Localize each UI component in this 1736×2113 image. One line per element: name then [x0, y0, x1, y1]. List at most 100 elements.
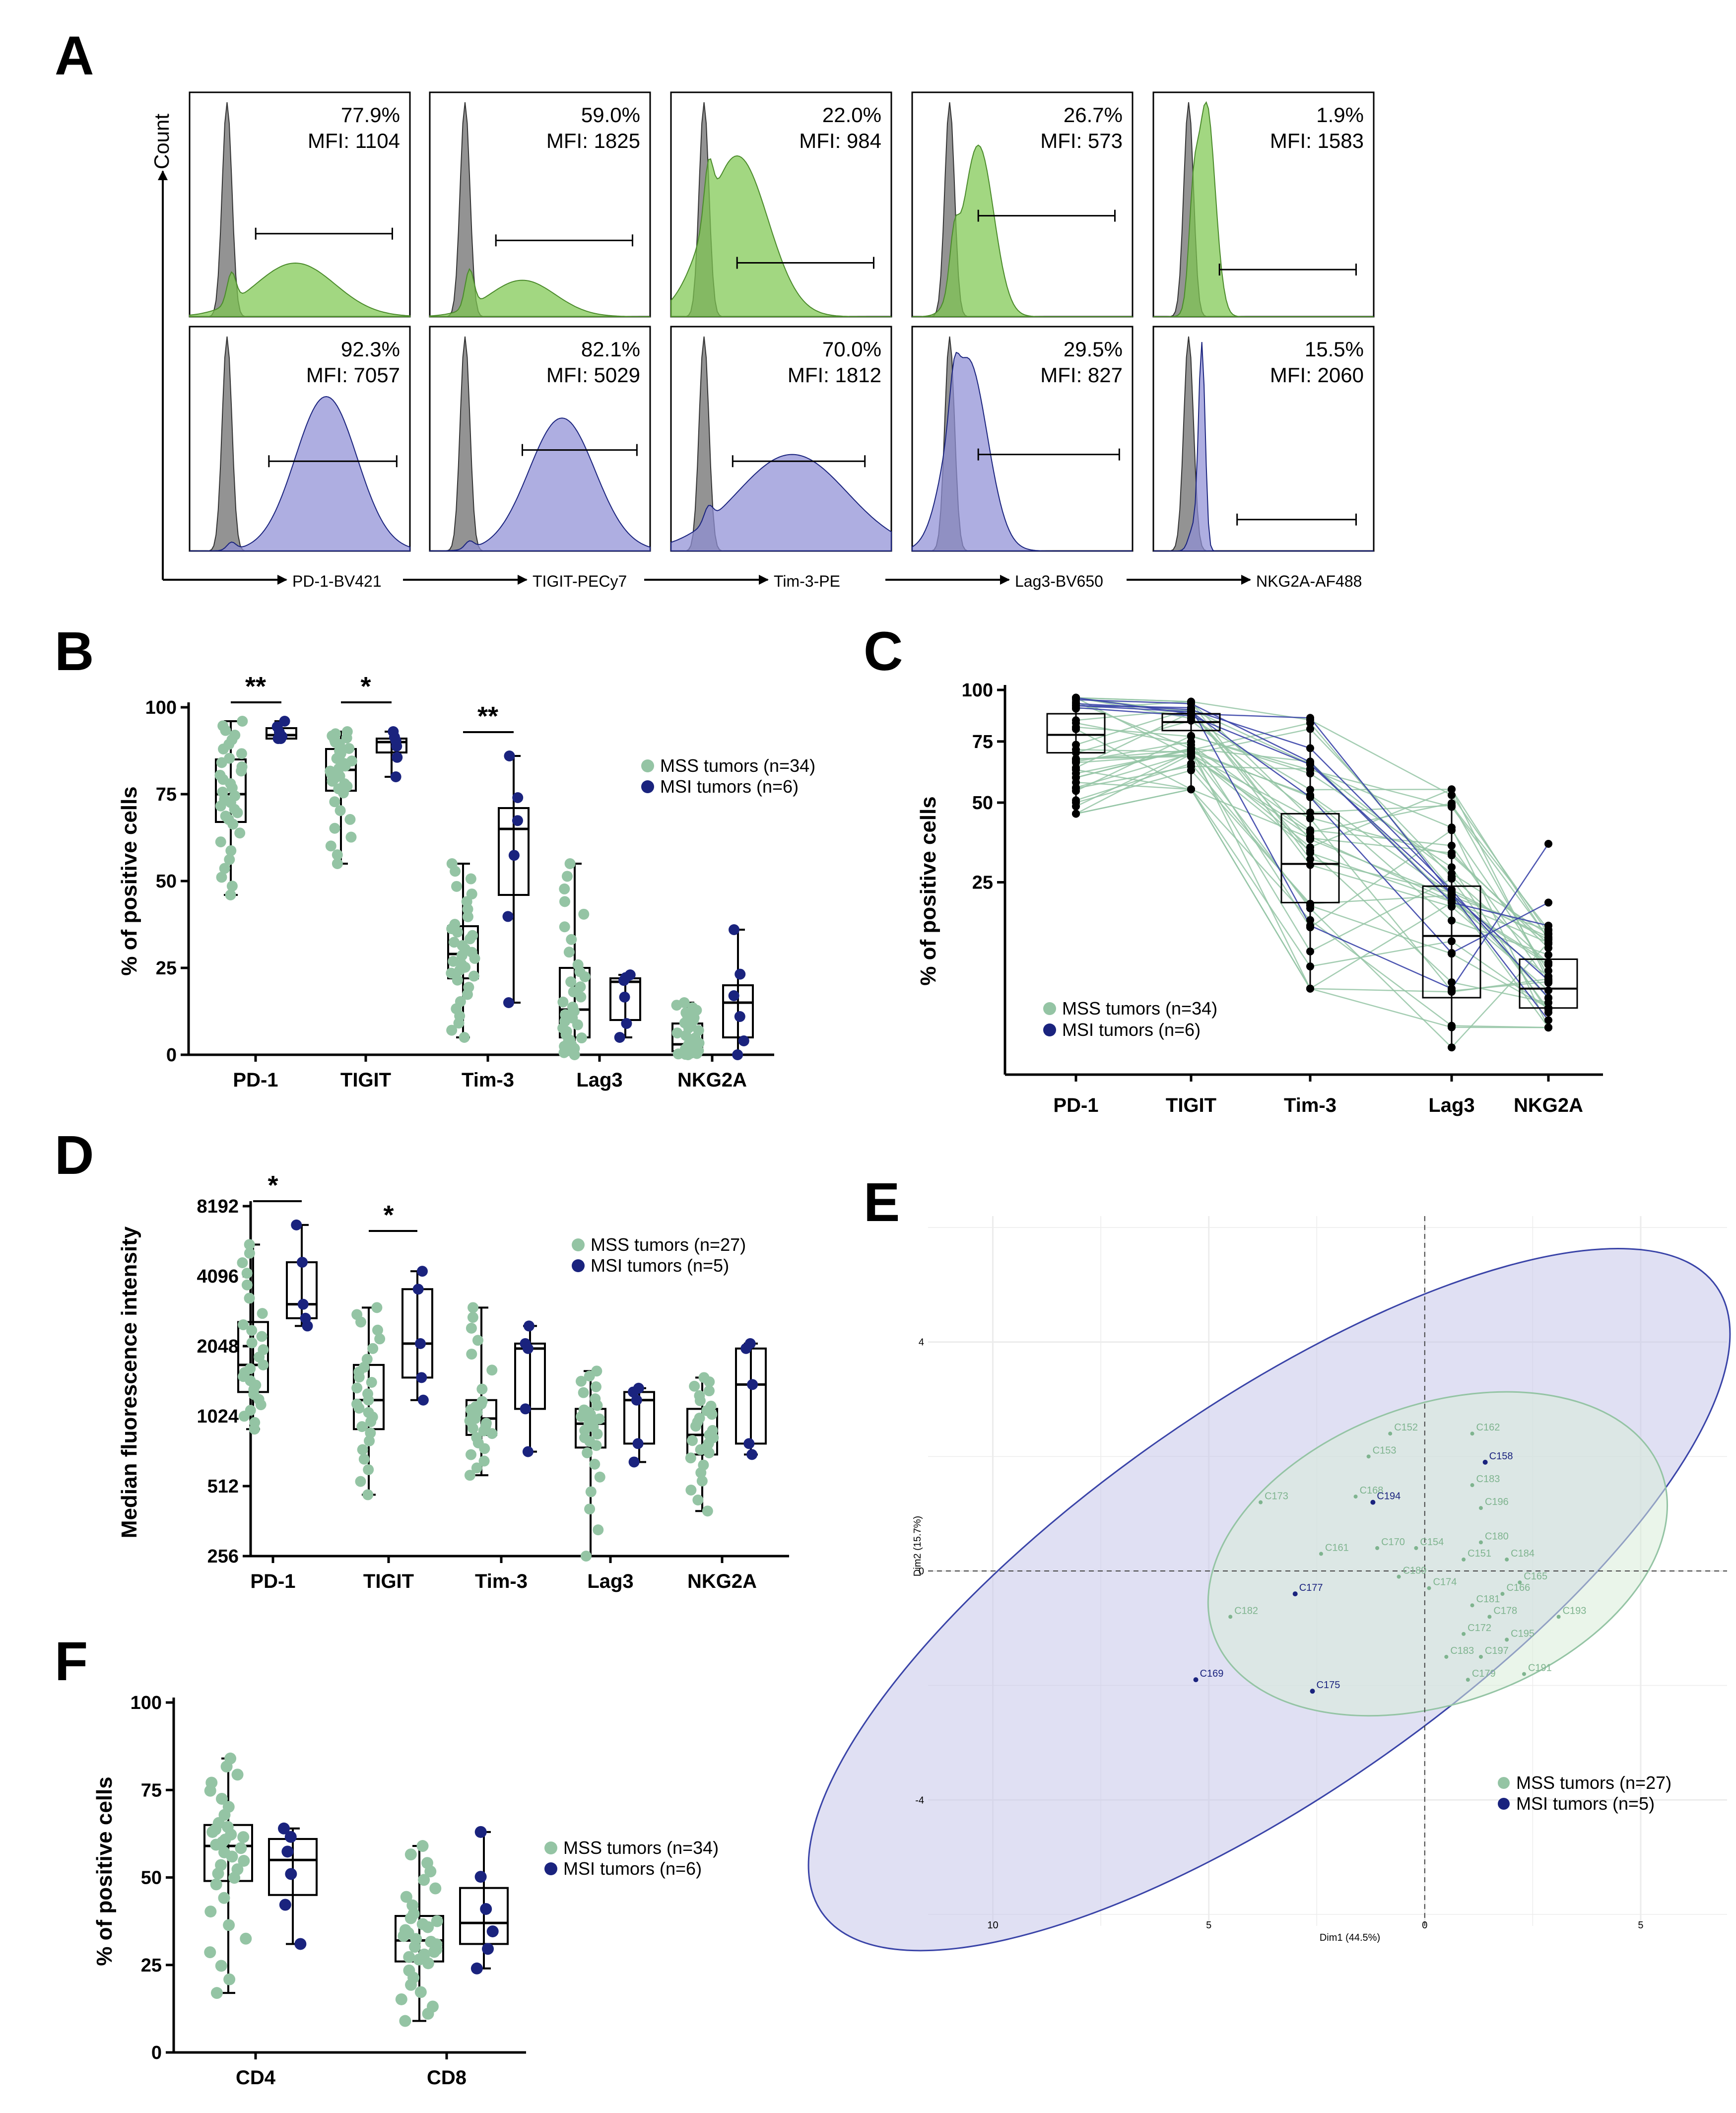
data-point	[1306, 921, 1314, 930]
mss-sample-point	[1478, 1654, 1483, 1659]
mss-point	[240, 1932, 252, 1945]
data-point	[1448, 801, 1456, 810]
msi-point	[512, 815, 523, 826]
percent-positive: 29.5%	[1064, 338, 1123, 361]
mss-point	[346, 755, 357, 767]
data-point	[1448, 898, 1456, 907]
mss-point	[703, 1385, 715, 1397]
mss-point	[241, 1268, 253, 1279]
mss-sample-label: C153	[1373, 1445, 1397, 1456]
mss-point	[416, 1840, 429, 1852]
y-tick-label: 50	[972, 793, 993, 814]
mss-sample-point	[1505, 1637, 1509, 1642]
panel-d-y-label: Median fluorescence intensity	[117, 1226, 141, 1538]
msi-stain-histogram	[190, 396, 410, 551]
mss-sample-label: C184	[1511, 1548, 1535, 1559]
mss-point	[218, 1892, 230, 1904]
msi-stain-histogram	[670, 454, 892, 551]
mfi-value: MFI: 984	[799, 129, 881, 152]
y-tick-label: 75	[141, 1780, 162, 1801]
data-point	[1448, 791, 1456, 799]
mss-sample-point	[1522, 1672, 1526, 1676]
data-point	[1544, 976, 1552, 985]
mss-point	[351, 1382, 363, 1394]
category-label: Lag3	[587, 1570, 633, 1592]
msi-point	[297, 1298, 309, 1310]
mss-point	[465, 873, 476, 885]
mss-sample-point	[1466, 1678, 1470, 1682]
mss-point	[698, 1372, 710, 1383]
msi-point	[732, 1049, 743, 1060]
marker-label: TIGIT-PECy7	[533, 572, 627, 590]
mss-point	[249, 1417, 261, 1428]
msi-point	[508, 850, 520, 861]
mss-point	[575, 981, 586, 993]
msi-sample-point	[1370, 1500, 1376, 1505]
y-tick-label: 512	[207, 1476, 239, 1497]
data-point	[1544, 966, 1552, 975]
data-point	[1544, 994, 1552, 1002]
category-label: NKG2A	[1514, 1094, 1583, 1116]
data-point	[1544, 958, 1552, 967]
mss-point	[204, 1906, 217, 1918]
mss-point	[685, 1484, 697, 1496]
marker-label: PD-1-BV421	[292, 572, 382, 590]
data-point	[1072, 773, 1080, 782]
data-point	[1306, 793, 1314, 802]
mss-sample-label: C170	[1381, 1537, 1405, 1548]
mss-point	[449, 919, 461, 930]
msi-point	[502, 911, 514, 922]
category-label: Lag3	[576, 1069, 622, 1091]
msi-stain-histogram	[1153, 342, 1374, 551]
data-point	[1306, 760, 1314, 769]
mss-sample-label: C165	[1524, 1571, 1547, 1582]
percent-positive: 1.9%	[1316, 103, 1364, 127]
mss-point	[220, 811, 231, 822]
mss-point	[575, 1375, 587, 1387]
msi-point	[614, 1032, 625, 1043]
msi-sample-label: C158	[1489, 1451, 1513, 1462]
histogram-mss-5: 1.9%MFI: 1583	[1152, 91, 1375, 318]
mss-sample-label: C173	[1265, 1491, 1288, 1502]
panel-e-legend: MSS tumors (n=27) MSI tumors (n=5)	[1498, 1772, 1671, 1814]
mss-box	[447, 925, 479, 979]
mss-point	[235, 1842, 247, 1854]
mss-point	[236, 761, 248, 772]
mss-point	[563, 947, 575, 958]
msi-point	[284, 1831, 297, 1843]
msi-point	[743, 1438, 755, 1449]
data-point	[1448, 916, 1456, 925]
mss-point	[566, 934, 577, 945]
mss-point	[480, 1418, 492, 1429]
mfi-value: MFI: 1104	[308, 129, 400, 152]
mss-point	[224, 752, 235, 764]
mfi-value: MFI: 1812	[788, 363, 881, 387]
msi-point	[746, 1449, 758, 1460]
mss-point	[219, 863, 230, 874]
panel-e-x-label: Dim1 (44.5%)	[1320, 1932, 1380, 1943]
mss-point	[467, 930, 478, 941]
data-point	[1072, 719, 1080, 727]
data-point	[1306, 725, 1314, 733]
mss-point	[238, 1319, 249, 1330]
msi-box	[498, 807, 530, 896]
mss-point	[559, 921, 570, 933]
msi-point	[744, 1338, 756, 1349]
mss-point	[565, 976, 577, 987]
mss-point	[231, 1863, 244, 1876]
mss-sample-point	[1518, 1580, 1522, 1585]
mss-point	[356, 1421, 368, 1432]
mss-sample-point	[1478, 1540, 1483, 1545]
mss-point	[463, 982, 474, 993]
data-point	[1544, 1016, 1552, 1024]
mss-sample-point	[1470, 1603, 1474, 1608]
msi-point	[415, 1338, 426, 1349]
mss-point	[559, 883, 570, 894]
msi-point	[734, 968, 746, 980]
mss-point	[332, 849, 343, 861]
mss-point	[357, 1444, 368, 1455]
mss-sample-point	[1487, 1615, 1492, 1619]
mss-sample-label: C166	[1506, 1582, 1530, 1593]
mss-point	[224, 854, 235, 865]
msi-point	[624, 969, 636, 980]
